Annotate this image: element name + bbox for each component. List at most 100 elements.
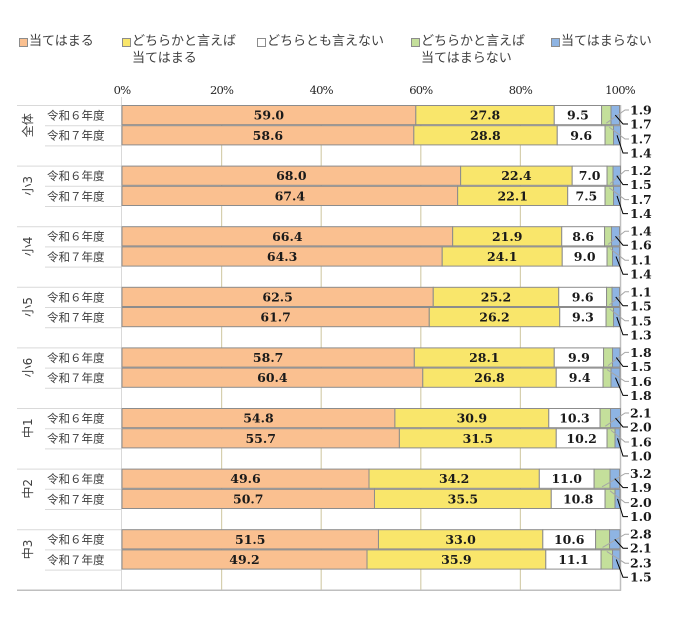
data-label-external: 2.8 xyxy=(630,527,652,542)
legend-item-somewhat-agree: どちらかと言えば 当てはまる xyxy=(122,33,236,67)
data-label: 22.4 xyxy=(501,168,532,183)
data-label-external: 1.3 xyxy=(630,327,652,342)
row-label: 令和６年度 xyxy=(47,169,105,183)
data-label-external: 2.3 xyxy=(630,556,652,571)
leader-line xyxy=(610,429,629,443)
data-label-external: 1.8 xyxy=(630,388,652,403)
data-label-external: 1.6 xyxy=(630,374,652,389)
data-label-external: 1.8 xyxy=(630,345,652,360)
data-label-external: 1.9 xyxy=(630,103,652,118)
data-label: 10.6 xyxy=(554,532,585,547)
data-label: 54.8 xyxy=(243,411,274,426)
data-label: 9.6 xyxy=(570,128,592,143)
data-label: 49.6 xyxy=(230,471,261,486)
row-label: 令和６年度 xyxy=(47,533,105,547)
row-label: 令和７年度 xyxy=(47,311,105,325)
data-label: 55.7 xyxy=(245,431,275,446)
group-label: 中1 xyxy=(20,418,35,438)
data-label: 10.8 xyxy=(563,491,594,506)
data-label-external: 2.0 xyxy=(630,420,652,435)
data-label-external: 1.6 xyxy=(630,238,652,253)
leader-line xyxy=(601,473,629,488)
data-label-external: 1.1 xyxy=(630,284,652,299)
bar-segment xyxy=(595,529,611,550)
row-label: 令和７年度 xyxy=(47,553,105,567)
row-label: 令和７年度 xyxy=(47,371,105,385)
data-label: 35.9 xyxy=(441,552,471,567)
data-label: 50.7 xyxy=(233,491,263,506)
data-label: 28.8 xyxy=(470,128,501,143)
leader-line xyxy=(615,417,628,428)
leader-line xyxy=(602,533,629,548)
bar-segment xyxy=(604,125,615,146)
row-label: 令和７年度 xyxy=(47,250,105,264)
leader-line xyxy=(614,538,628,549)
legend-swatch xyxy=(257,38,266,47)
data-label-external: 1.5 xyxy=(630,298,652,313)
data-label: 9.9 xyxy=(568,350,590,365)
leader-line xyxy=(617,498,628,518)
leader-line xyxy=(616,135,628,154)
leader-line xyxy=(607,230,629,245)
legend-swatch xyxy=(411,38,420,47)
data-label: 62.5 xyxy=(262,289,292,304)
legend-label: どちらかと言えば xyxy=(421,34,526,49)
row-label: 令和６年度 xyxy=(47,351,105,365)
row-label: 令和７年度 xyxy=(47,432,105,446)
data-label: 49.2 xyxy=(229,552,259,567)
leader-line xyxy=(615,357,628,367)
row-label: 令和７年度 xyxy=(47,129,105,143)
data-label: 10.2 xyxy=(566,431,596,446)
leader-line xyxy=(615,296,628,307)
data-label: 9.3 xyxy=(572,310,594,325)
leader-line xyxy=(608,187,629,201)
data-label: 27.8 xyxy=(470,108,501,123)
group-label: 中2 xyxy=(20,479,35,499)
legend-item-somewhat-disagree: どちらかと言えば 当てはまらない xyxy=(411,33,525,67)
bar-segment xyxy=(604,185,615,207)
leader-line xyxy=(616,175,628,186)
x-tick-label: 0% xyxy=(113,83,131,97)
data-label: 30.9 xyxy=(457,411,487,426)
leader-line xyxy=(606,109,629,124)
row-label: 令和６年度 xyxy=(47,230,105,244)
data-label: 68.0 xyxy=(276,168,307,183)
group-label: 小3 xyxy=(21,176,35,196)
data-label: 28.1 xyxy=(469,350,499,365)
data-label: 11.1 xyxy=(558,552,588,567)
data-label-external: 1.5 xyxy=(630,570,652,585)
data-label: 64.3 xyxy=(267,249,297,264)
data-label: 31.5 xyxy=(463,431,493,446)
data-label-external: 2.1 xyxy=(630,541,652,556)
leader-line xyxy=(609,248,629,261)
leader-line xyxy=(616,195,628,215)
data-label-external: 1.9 xyxy=(630,480,652,495)
data-label: 60.4 xyxy=(257,370,288,385)
data-label-external: 2.1 xyxy=(630,406,652,421)
leader-line xyxy=(609,490,629,504)
leader-line xyxy=(609,170,629,185)
legend-item-neutral: どちらとも言えない xyxy=(257,33,384,50)
legend-item-agree: 当てはまる xyxy=(19,33,94,50)
legend-swatch xyxy=(122,38,131,47)
row-label: 令和７年度 xyxy=(47,189,105,203)
data-label-external: 1.7 xyxy=(630,117,652,132)
data-label-external: 1.6 xyxy=(630,435,652,450)
group-label: 小5 xyxy=(21,297,35,317)
data-label-external: 1.7 xyxy=(630,192,652,207)
bar-segment xyxy=(605,307,615,328)
data-label-external: 1.0 xyxy=(630,509,652,524)
leader-line xyxy=(614,478,628,489)
bar-segment xyxy=(604,488,616,509)
bar-segment xyxy=(600,549,614,570)
group-label: 小6 xyxy=(21,358,35,378)
data-label: 26.8 xyxy=(474,370,505,385)
leader-line xyxy=(609,308,629,322)
data-label: 61.7 xyxy=(260,310,290,325)
row-label: 令和６年度 xyxy=(47,109,105,123)
row-label: 令和６年度 xyxy=(47,412,105,426)
bar-segment xyxy=(606,428,616,449)
data-label: 11.0 xyxy=(551,471,582,486)
